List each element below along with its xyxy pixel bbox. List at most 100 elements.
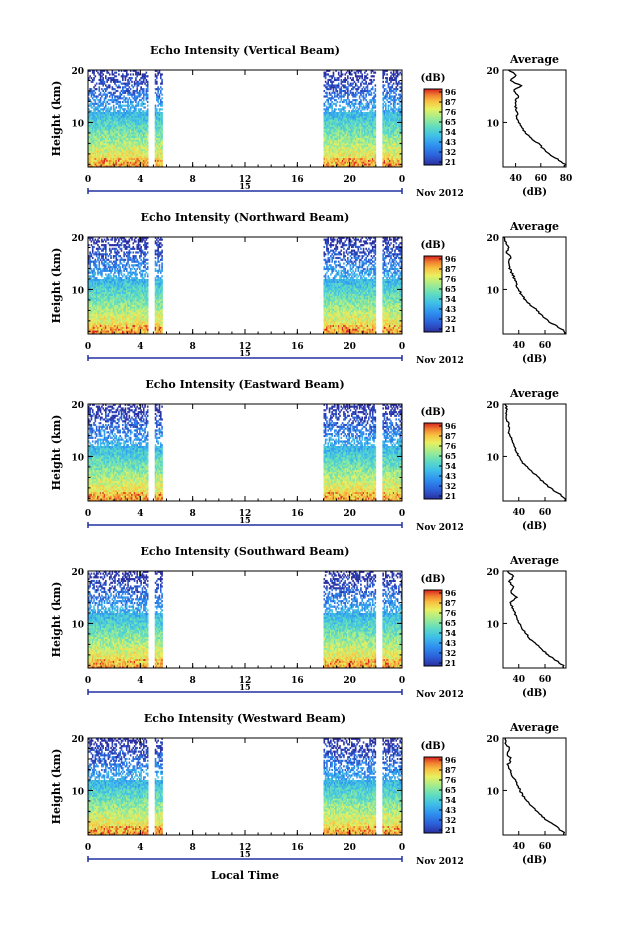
heatmap-cell	[399, 97, 401, 100]
heatmap-cell	[128, 89, 131, 93]
heatmap-cell	[347, 88, 349, 91]
heatmap-cell	[101, 135, 103, 138]
heatmap-cell	[124, 152, 127, 155]
heatmap-cell	[127, 128, 129, 131]
heatmap-cell	[136, 104, 139, 107]
heatmap-cell	[132, 117, 135, 120]
heatmap-cell	[349, 155, 352, 159]
heatmap-cell	[336, 139, 339, 142]
heatmap-cell	[327, 165, 330, 168]
heatmap-cell	[353, 104, 356, 107]
heatmap-cell	[339, 111, 341, 115]
heatmap-cell	[118, 144, 120, 148]
heatmap-cell	[118, 80, 120, 83]
heatmap-cell	[111, 137, 114, 140]
heatmap-cell	[323, 133, 326, 137]
heatmap-cell	[112, 148, 115, 151]
heatmap-cell	[102, 126, 104, 129]
heatmap-cell	[333, 117, 336, 120]
heatmap-cell	[333, 132, 336, 135]
heatmap-cell	[116, 110, 119, 113]
heatmap-cell	[374, 141, 377, 144]
heatmap-cell	[332, 159, 335, 162]
heatmap-cell	[120, 115, 123, 118]
heatmap-cell	[131, 159, 133, 162]
heatmap-cell	[118, 95, 120, 98]
heatmap-cell	[95, 132, 98, 135]
heatmap-cell	[156, 88, 158, 91]
heatmap-cell	[135, 113, 137, 116]
heatmap-cell	[111, 133, 114, 137]
heatmap-cell	[158, 133, 161, 137]
colorbar-tick-label: 87	[445, 97, 456, 107]
heatmap-cell	[107, 110, 110, 113]
heatmap-cell	[327, 150, 330, 153]
heatmap-cell	[371, 110, 374, 113]
heatmap-cell	[103, 91, 106, 94]
heatmap-cell	[99, 163, 102, 166]
heatmap-cell	[135, 108, 137, 111]
heatmap-cell	[93, 95, 95, 98]
heatmap-cell	[91, 238, 94, 241]
heatmap-cell	[97, 148, 99, 151]
heatmap-cell	[102, 137, 104, 140]
heatmap-cell	[102, 77, 104, 80]
heatmap-cell	[327, 113, 330, 116]
heatmap-cell	[115, 102, 118, 105]
heatmap-cell	[102, 154, 104, 157]
heatmap-cell	[156, 80, 158, 83]
y-tick-label: 20	[71, 67, 84, 77]
heatmap-cell	[348, 84, 350, 87]
heatmap-cell	[333, 78, 336, 82]
heatmap-cell	[99, 157, 102, 160]
heatmap-cell	[140, 152, 142, 155]
heatmap-cell	[132, 115, 135, 118]
heatmap-cell	[129, 126, 132, 129]
heatmap-cell	[103, 161, 106, 164]
heatmap-cell	[119, 161, 122, 164]
heatmap-cell	[344, 111, 347, 115]
heatmap-cell	[157, 89, 159, 93]
heatmap-cell	[118, 161, 120, 164]
heatmap-cell	[158, 165, 161, 168]
heatmap-cell	[103, 133, 106, 137]
heatmap-cell	[128, 150, 131, 153]
heatmap-cell	[139, 78, 141, 82]
heatmap-cell	[341, 161, 344, 164]
heatmap-cell	[324, 135, 327, 138]
heatmap-cell	[392, 82, 395, 85]
heatmap-cell	[336, 135, 339, 138]
heatmap-cell	[89, 152, 91, 155]
heatmap-cell	[102, 124, 104, 127]
heatmap-cell	[357, 71, 360, 74]
heatmap-cell	[111, 152, 114, 155]
heatmap-cell	[137, 135, 140, 138]
heatmap-cell	[335, 99, 337, 102]
heatmap-cell	[91, 157, 94, 160]
heatmap-cell	[142, 113, 145, 116]
heatmap-cell	[91, 119, 94, 122]
heatmap-cell	[146, 89, 149, 93]
heatmap-cell	[108, 86, 111, 89]
heatmap-cell	[327, 143, 330, 146]
heatmap-cell	[144, 135, 146, 138]
heatmap-cell	[127, 148, 129, 151]
heatmap-cell	[360, 71, 362, 74]
heatmap-cell	[97, 132, 99, 135]
x-tick-label: 4	[137, 175, 143, 185]
heatmap-cell	[99, 119, 102, 122]
heatmap-cell	[349, 146, 352, 149]
heatmap-cell	[88, 155, 90, 159]
heatmap-cell	[374, 88, 377, 91]
heatmap-cell	[145, 71, 148, 74]
heatmap-cell	[331, 143, 333, 146]
heatmap-cell	[328, 117, 331, 120]
heatmap-cell	[89, 155, 91, 159]
heatmap-cell	[135, 124, 137, 127]
heatmap-cell	[323, 143, 326, 146]
heatmap-cell	[102, 93, 104, 96]
heatmap-cell	[395, 99, 398, 102]
heatmap-cell	[105, 143, 107, 146]
heatmap-cell	[127, 80, 129, 83]
heatmap-cell	[102, 104, 104, 107]
